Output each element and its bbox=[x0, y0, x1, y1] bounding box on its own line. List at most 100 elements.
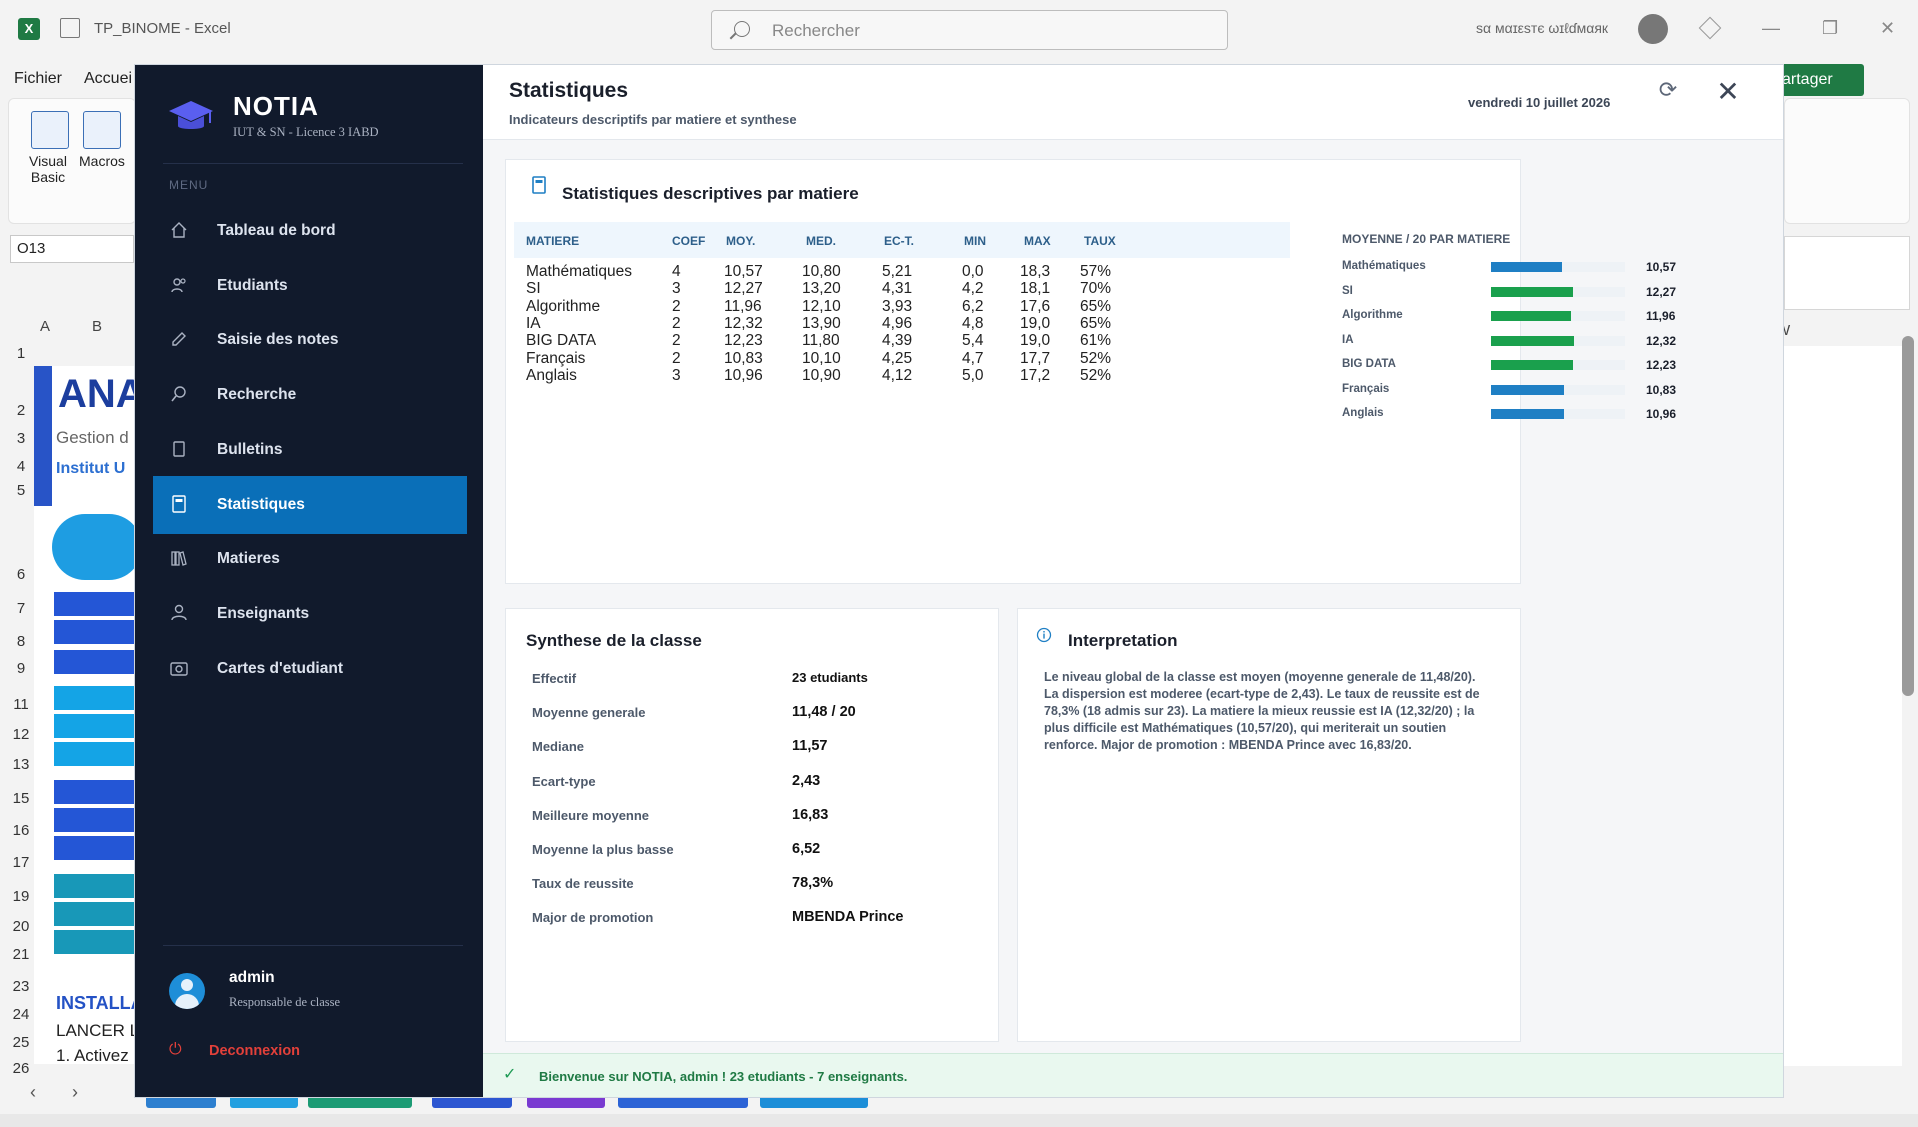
sidebar-item-statistiques[interactable]: Statistiques bbox=[153, 475, 467, 534]
refresh-icon[interactable]: ⟳ bbox=[1658, 77, 1678, 102]
formula-bar[interactable] bbox=[1784, 236, 1910, 310]
home-icon bbox=[171, 222, 187, 238]
row-header[interactable]: 4 bbox=[16, 458, 26, 475]
sidebar-item-matieres[interactable]: Matieres bbox=[153, 530, 467, 588]
share-button[interactable]: artager bbox=[1778, 64, 1864, 96]
logout-button[interactable]: ⏻ Deconnexion bbox=[169, 1041, 389, 1065]
bar bbox=[1491, 360, 1573, 370]
sidebar-item-enseignants[interactable]: Enseignants bbox=[153, 585, 467, 643]
row-header[interactable]: 21 bbox=[12, 946, 30, 963]
row-header[interactable]: 25 bbox=[12, 1034, 30, 1051]
cell-min: 0,0 bbox=[962, 263, 984, 280]
synthese-label: Moyenne generale bbox=[532, 705, 646, 721]
menu-accueil[interactable]: Accuei bbox=[84, 70, 133, 87]
row-header[interactable]: 23 bbox=[12, 978, 30, 995]
sheet-block[interactable] bbox=[54, 592, 136, 616]
graduation-cap-icon bbox=[169, 101, 213, 129]
cell-ect: 4,12 bbox=[882, 366, 913, 384]
sheet-block[interactable] bbox=[54, 650, 136, 674]
sheet-block[interactable] bbox=[54, 902, 136, 926]
sheet-nav-next-icon[interactable]: › bbox=[72, 1082, 78, 1102]
visual-basic-icon[interactable] bbox=[31, 111, 69, 149]
sheet-button-shape[interactable] bbox=[52, 514, 142, 580]
row-header[interactable]: 20 bbox=[12, 918, 30, 935]
sidebar-item-recherche[interactable]: Recherche bbox=[153, 366, 467, 424]
row-header[interactable]: 11 bbox=[13, 696, 29, 713]
sheet-block[interactable] bbox=[54, 874, 136, 898]
row-header[interactable]: 3 bbox=[16, 430, 26, 447]
bar-track bbox=[1491, 360, 1625, 370]
row-header[interactable]: 19 bbox=[12, 888, 30, 905]
col-moy: MOY. bbox=[726, 234, 756, 248]
row-header[interactable]: 26 bbox=[12, 1060, 30, 1077]
sheet-block[interactable] bbox=[54, 930, 136, 954]
bar bbox=[1491, 384, 1564, 395]
sheet-block[interactable] bbox=[54, 836, 136, 860]
welcome-message: Bienvenue sur NOTIA, admin ! 23 etudiant… bbox=[539, 1069, 908, 1084]
excel-search-box[interactable]: Rechercher bbox=[711, 10, 1228, 50]
column-header-b[interactable]: B bbox=[92, 318, 103, 335]
sidebar-item-cartes-d-etudiant[interactable]: Cartes d'etudiant bbox=[153, 640, 467, 698]
bars-title: MOYENNE / 20 PAR MATIERE bbox=[1342, 232, 1511, 246]
close-icon[interactable]: ✕ bbox=[1716, 76, 1740, 107]
row-header[interactable]: 7 bbox=[16, 600, 26, 617]
col-min: MIN bbox=[964, 234, 986, 248]
sidebar-item-saisie-des-notes[interactable]: Saisie des notes bbox=[153, 311, 467, 369]
save-icon[interactable] bbox=[60, 18, 80, 38]
col-ect: EC-T. bbox=[884, 234, 914, 248]
designer-pen-icon[interactable] bbox=[1698, 16, 1722, 40]
col-matiere: MATIERE bbox=[526, 234, 580, 248]
sheet-block[interactable] bbox=[54, 742, 136, 766]
sidebar-item-tableau-de-bord[interactable]: Tableau de bord bbox=[153, 202, 467, 260]
cell-coef: 2 bbox=[672, 332, 681, 350]
window-close-icon[interactable]: ✕ bbox=[1880, 18, 1896, 38]
sheet-block[interactable] bbox=[54, 780, 136, 804]
sheet-block[interactable] bbox=[54, 620, 136, 644]
cell-min: 4,8 bbox=[962, 314, 984, 332]
bar-value-label: 11,96 bbox=[1646, 309, 1676, 323]
row-header[interactable]: 8 bbox=[16, 633, 26, 650]
sidebar-item-etudiants[interactable]: Etudiants bbox=[153, 257, 467, 315]
cell-med: 11,80 bbox=[802, 332, 840, 350]
stats-table-header: MATIERE COEF MOY. MED. EC-T. MIN MAX TAU… bbox=[514, 222, 1290, 258]
menu-fichier[interactable]: Fichier bbox=[14, 70, 63, 87]
macros-label[interactable]: Macros bbox=[79, 153, 125, 169]
user-avatar bbox=[169, 973, 205, 1009]
name-box[interactable]: O13 bbox=[10, 235, 134, 263]
sidebar-item-label: Bulletins bbox=[217, 440, 283, 458]
sheet-nav-prev-icon[interactable]: ‹ bbox=[30, 1082, 36, 1102]
row-header[interactable]: 2 bbox=[16, 402, 26, 419]
sidebar-item-bulletins[interactable]: Bulletins bbox=[153, 421, 467, 479]
row-header[interactable]: 24 bbox=[12, 1006, 30, 1023]
row-header[interactable]: 16 bbox=[12, 822, 30, 839]
row-header[interactable]: 13 bbox=[12, 756, 30, 773]
notia-app-window: NOTIA IUT & SN - Licence 3 IABD MENU Tab… bbox=[135, 65, 1783, 1097]
visual-basic-label[interactable]: Visual Basic bbox=[29, 153, 67, 185]
restore-icon[interactable]: ❐ bbox=[1822, 18, 1839, 38]
account-name[interactable]: sα мαɪεsтє ωɪℓɗмαяк bbox=[1476, 20, 1609, 36]
row-header[interactable]: 5 bbox=[16, 482, 26, 499]
row-header[interactable]: 9 bbox=[16, 660, 26, 677]
cell-moy: 10,83 bbox=[724, 349, 763, 367]
cell-max: 19,0 bbox=[1020, 314, 1051, 332]
stats-card-title: Statistiques descriptives par matiere bbox=[562, 184, 859, 203]
sheet-gestion-text: Gestion d bbox=[56, 428, 129, 447]
sheet-block[interactable] bbox=[54, 686, 136, 710]
account-avatar[interactable] bbox=[1638, 14, 1668, 44]
row-header[interactable]: 6 bbox=[16, 566, 26, 583]
vertical-scrollbar[interactable] bbox=[1902, 336, 1914, 696]
row-header[interactable]: 15 bbox=[12, 790, 30, 807]
sidebar-item-label: Statistiques bbox=[217, 495, 305, 513]
logout-label: Deconnexion bbox=[209, 1043, 301, 1059]
row-header[interactable]: 17 bbox=[12, 854, 30, 871]
row-header[interactable]: 12 bbox=[12, 726, 30, 743]
macros-icon[interactable] bbox=[83, 111, 121, 149]
row-header[interactable]: 1 bbox=[16, 345, 26, 362]
bar bbox=[1491, 311, 1572, 321]
column-header-a[interactable]: A bbox=[40, 318, 51, 335]
sheet-block[interactable] bbox=[54, 808, 136, 832]
sheet-block[interactable] bbox=[54, 714, 136, 738]
bar-label: Anglais bbox=[1342, 407, 1384, 419]
sheet-area-right[interactable] bbox=[1784, 346, 1902, 1066]
minimize-icon[interactable]: — bbox=[1762, 18, 1780, 38]
